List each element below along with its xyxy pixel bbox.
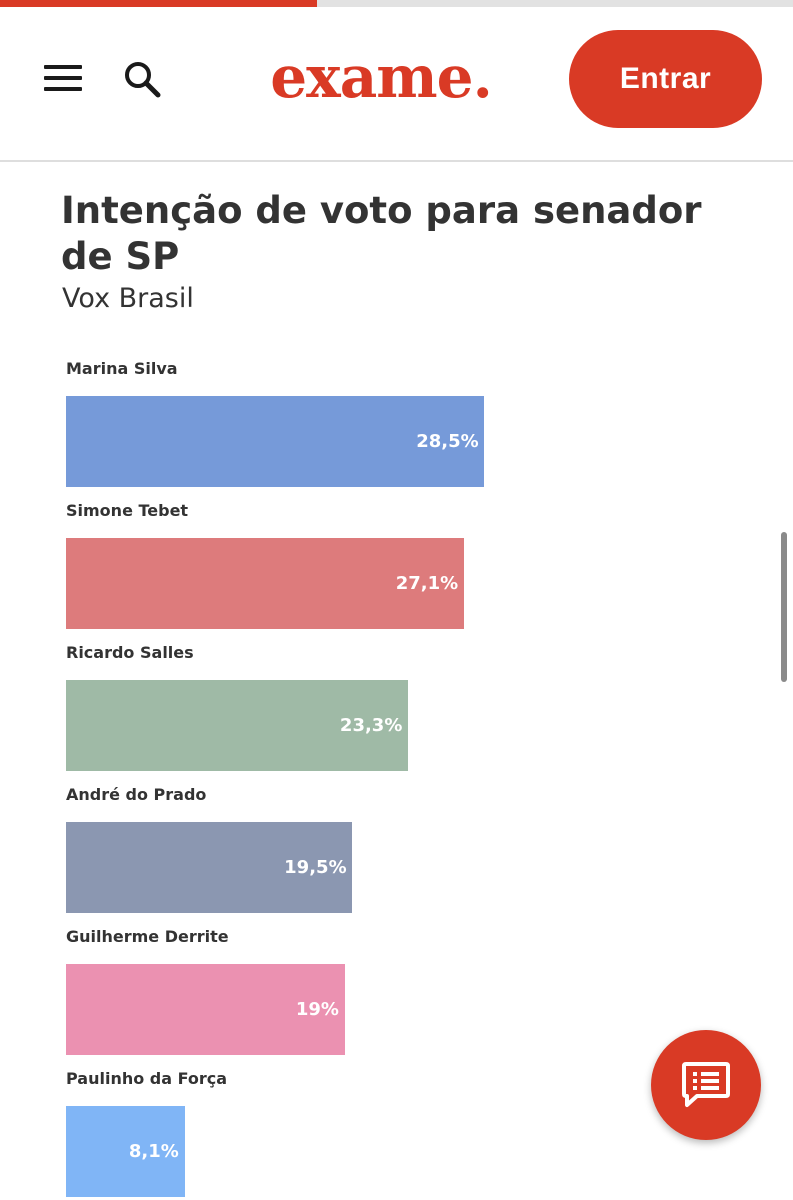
bar-category-label: Guilherme Derrite — [66, 927, 229, 946]
comments-icon — [682, 1062, 730, 1107]
scrollbar[interactable] — [781, 532, 787, 682]
bar-category-label: Paulinho da Força — [66, 1069, 228, 1088]
search-icon[interactable] — [122, 59, 162, 99]
login-button[interactable]: Entrar — [569, 30, 762, 128]
bar[interactable] — [66, 964, 345, 1055]
reading-progress-fill — [0, 0, 318, 7]
bar-value-label: 27,1% — [395, 573, 459, 594]
bar-value-label: 23,3% — [339, 715, 403, 736]
bar-category-label: Marina Silva — [66, 359, 178, 378]
bar-row: Marina Silva 28,5% — [66, 358, 746, 488]
bar-value-label: 19% — [295, 999, 339, 1020]
comments-button[interactable] — [651, 1030, 761, 1140]
bar[interactable] — [66, 1106, 185, 1197]
bar[interactable] — [66, 680, 408, 771]
bar-row: Ricardo Salles 23,3% — [66, 642, 746, 772]
bar-row: Guilherme Derrite 19% — [66, 926, 746, 1056]
bar-category-label: Simone Tebet — [66, 501, 189, 520]
bar-row: André do Prado 19,5% — [66, 784, 746, 914]
bar-row: Simone Tebet 27,1% — [66, 500, 746, 630]
bar-chart: Marina Silva 28,5% Simone Tebet 27,1% Ricard… — [0, 340, 793, 1200]
chart-title: Intenção de voto para senador de SP — [61, 189, 702, 278]
bar-value-label: 8,1% — [128, 1141, 179, 1162]
bar[interactable] — [66, 396, 485, 487]
exame-logo[interactable]: exame. — [270, 43, 493, 111]
reading-progress-track — [0, 0, 793, 7]
bar-value-label: 28,5% — [416, 431, 479, 452]
bar-category-label: André do Prado — [66, 785, 207, 804]
site-header: exame. Entrar — [0, 7, 793, 162]
chart-subtitle: Vox Brasil — [62, 283, 194, 314]
bar-category-label: Ricardo Salles — [66, 643, 194, 662]
hamburger-menu-icon[interactable] — [44, 65, 82, 91]
bar[interactable] — [66, 822, 353, 913]
bar[interactable] — [66, 538, 464, 629]
bar-value-label: 19,5% — [284, 857, 347, 878]
bar-row: Paulinho da Força 8,1% — [66, 1068, 746, 1198]
